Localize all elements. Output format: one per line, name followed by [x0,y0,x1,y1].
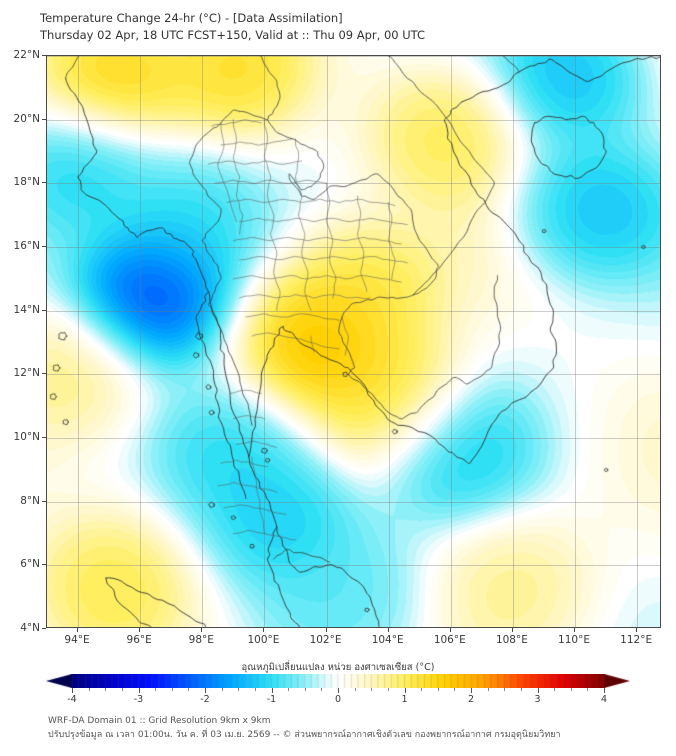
colorbar-minor-tick [105,688,107,691]
title-block: Temperature Change 24-hr (°C) - [Data As… [40,10,640,44]
colorbar-minor-tick [354,688,356,691]
colorbar-minor-tick [155,688,157,691]
colorbar-tick-label: 2 [467,694,475,705]
colorbar-minor-tick [587,688,589,691]
colorbar-minor-tick [504,688,506,691]
colorbar-major-tick [404,688,406,693]
y-axis-tick-label: 12°N [13,367,40,380]
y-axis-tick-label: 8°N [20,494,40,507]
colorbar-major-tick [205,688,206,693]
y-axis-tick-label: 4°N [20,622,40,634]
footer: WRF-DA Domain 01 :: Grid Resolution 9km … [48,714,668,742]
colorbar-minor-tick [88,688,90,691]
coastline-overlay [47,56,660,627]
colorbar-major-tick [72,688,73,693]
colorbar-minor-tick [437,688,439,691]
footer-credit: ปรับปรุงข้อมูล ณ เวลา 01:00น. วัน ค. ที่… [48,730,561,740]
x-axis-tick-mark [77,628,79,632]
colorbar-minor-tick [238,688,240,691]
colorbar-minor-tick [371,688,373,691]
colorbar-minor-tick [487,688,489,691]
x-axis-tick-label: 110°E [558,634,590,646]
x-axis-tick-mark [449,628,451,632]
y-axis-tick-label: 16°N [13,240,40,252]
colorbar-minor-tick [570,688,572,691]
x-axis-tick-label: 98°E [188,634,214,646]
colorbar-major-tick [537,688,539,693]
x-axis-tick-label: 94°E [64,634,90,646]
y-axis-tick-label: 20°N [13,112,40,125]
chart-title: Temperature Change 24-hr (°C) - [Data As… [40,11,343,25]
colorbar-minor-tick [121,688,123,691]
colorbar-tick-label: -4 [67,694,77,705]
colorbar-minor-tick [520,688,522,691]
colorbar-minor-tick [254,688,256,691]
x-axis-tick-label: 106°E [433,634,466,646]
colorbar-major-tick [338,688,339,693]
colorbar-major-tick [271,688,273,693]
colorbar-tick-label: -3 [133,694,144,705]
y-axis-tick-label: 18°N [13,176,40,189]
colorbar-tick-label: 0 [334,694,342,705]
y-axis-tick-label: 22°N [13,49,40,61]
colorbar-canvas [46,674,630,688]
x-axis-tick-mark [325,628,327,632]
colorbar-tick-label: 4 [600,694,608,705]
x-axis-tick-label: 102°E [309,634,342,646]
colorbar-minor-tick [421,688,423,691]
x-axis-tick-mark [201,628,203,632]
colorbar-tick-label: -1 [266,694,277,705]
colorbar-title: อุณหภูมิเปลี่ยนแปลง หน่วย องศาเซลเซียส (… [241,662,435,673]
chart-subtitle: Thursday 02 Apr, 18 UTC FCST+150, Valid … [40,28,426,42]
colorbar-tick-label: -2 [200,694,210,705]
colorbar-minor-tick [554,688,556,691]
colorbar-minor-tick [321,688,323,691]
x-axis-tick-mark [574,628,576,632]
x-axis-tick-label: 108°E [495,634,528,646]
colorbar-minor-tick [387,688,389,691]
colorbar-major-tick [138,688,140,693]
x-axis-tick-label: 112°E [620,634,653,646]
colorbar-minor-tick [304,688,306,691]
colorbar-minor-tick [288,688,290,691]
y-axis-tick-label: 14°N [13,303,40,316]
y-axis-tick-label: 6°N [20,558,40,571]
colorbar-minor-tick [221,688,223,691]
colorbar: อุณหภูมิเปลี่ยนแปลง หน่วย องศาเซลเซียส (… [0,660,676,706]
colorbar-ticks: -4 -3 -2 -1 0 1 2 3 4 [0,688,676,706]
x-axis-tick-mark [636,628,638,632]
x-axis-tick-mark [387,628,389,632]
x-axis-tick-label: 100°E [247,634,280,646]
x-axis-tick-mark [263,628,265,632]
colorbar-gradient [46,674,630,688]
x-axis-tick-label: 104°E [371,634,404,646]
colorbar-minor-tick [454,688,456,691]
colorbar-tick-label: 1 [401,694,408,705]
colorbar-minor-tick [188,688,190,691]
footer-domain-info: WRF-DA Domain 01 :: Grid Resolution 9km … [48,716,271,726]
y-axis-tick-mark [42,628,46,629]
colorbar-minor-tick [171,688,173,691]
map-plot-area [46,55,661,628]
x-axis-tick-mark [511,628,513,632]
x-axis-tick-label: 96°E [126,634,152,646]
colorbar-major-tick [471,688,472,693]
y-axis-tick-label: 10°N [13,431,40,443]
colorbar-major-tick [604,688,605,693]
x-axis-tick-mark [139,628,141,632]
colorbar-tick-label: 3 [534,694,541,705]
